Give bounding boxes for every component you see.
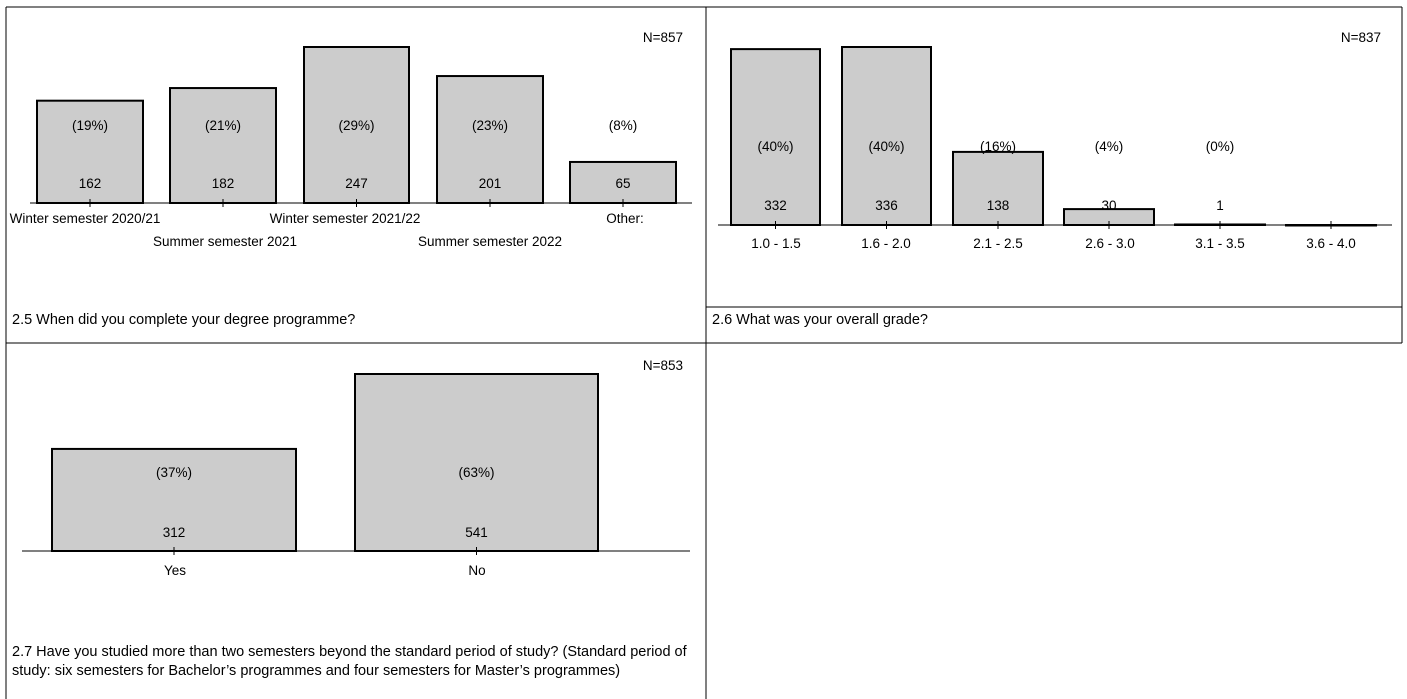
chart-title: 2.7 Have you studied more than two semes… [12, 644, 687, 679]
bar [952, 150, 1044, 226]
x-tick-label: 1.6 - 2.0 [861, 236, 911, 251]
percent-label: (40%) [757, 139, 793, 154]
percent-label: (29%) [338, 118, 374, 133]
percent-label: (0%) [1206, 139, 1235, 154]
n-label: N=857 [643, 30, 683, 45]
percent-label: (37%) [156, 465, 192, 480]
chart-completion-semester: (19%) 162 (21%) 182 (29%) 247 (23%) 201 (8%) 65 Wi… [10, 46, 692, 249]
count-label: 182 [212, 176, 235, 191]
bar [569, 160, 677, 205]
x-tick-label: No [468, 563, 485, 578]
bar [841, 46, 932, 226]
n-label: N=837 [1341, 30, 1381, 45]
bar [169, 87, 277, 204]
bar [303, 46, 410, 204]
count-label: 65 [615, 176, 630, 191]
bar [436, 75, 544, 204]
x-tick-label: Summer semester 2021 [153, 234, 297, 249]
x-tick-label: Yes [164, 563, 186, 578]
percent-label: (21%) [205, 118, 241, 133]
x-tick-label: Winter semester 2020/21 [10, 211, 161, 226]
count-label: 312 [163, 525, 186, 540]
x-tick-label: Other: [606, 211, 644, 226]
chart-title: 2.6 What was your overall grade? [712, 312, 928, 328]
chart-title: 2.5 When did you complete your degree pr… [12, 312, 356, 328]
chart-overall-grade: (40%) 332 (40%) 336 (16%) 138 (4%) 30 (0%) 1 1.0 -… [718, 46, 1392, 251]
percent-label: (19%) [72, 118, 108, 133]
count-label: 247 [345, 176, 368, 191]
count-label: 30 [1101, 198, 1116, 213]
percent-label: (23%) [472, 118, 508, 133]
x-tick-label: 2.6 - 3.0 [1085, 236, 1135, 251]
percent-label: (40%) [868, 139, 904, 154]
percent-label: (16%) [980, 139, 1016, 154]
count-label: 541 [465, 525, 488, 540]
bar [354, 373, 599, 552]
x-tick-label: 3.1 - 3.5 [1195, 236, 1245, 251]
count-label: 332 [764, 198, 787, 213]
count-label: 201 [479, 176, 502, 191]
percent-label: (63%) [458, 465, 494, 480]
n-label: N=853 [643, 358, 683, 373]
bar [51, 447, 297, 552]
count-label: 336 [875, 198, 898, 213]
chart-extra-semesters: (37%) 312 (63%) 541 Yes No [22, 373, 690, 578]
x-tick-label: Winter semester 2021/22 [270, 211, 421, 226]
count-label: 1 [1216, 198, 1224, 213]
x-tick-label: 3.6 - 4.0 [1306, 236, 1356, 251]
count-label: 138 [987, 198, 1010, 213]
percent-label: (4%) [1095, 139, 1124, 154]
percent-label: (8%) [609, 118, 638, 133]
x-tick-label: 2.1 - 2.5 [973, 236, 1023, 251]
x-tick-label: 1.0 - 1.5 [751, 236, 801, 251]
x-tick-label: Summer semester 2022 [418, 234, 562, 249]
count-label: 162 [79, 176, 102, 191]
